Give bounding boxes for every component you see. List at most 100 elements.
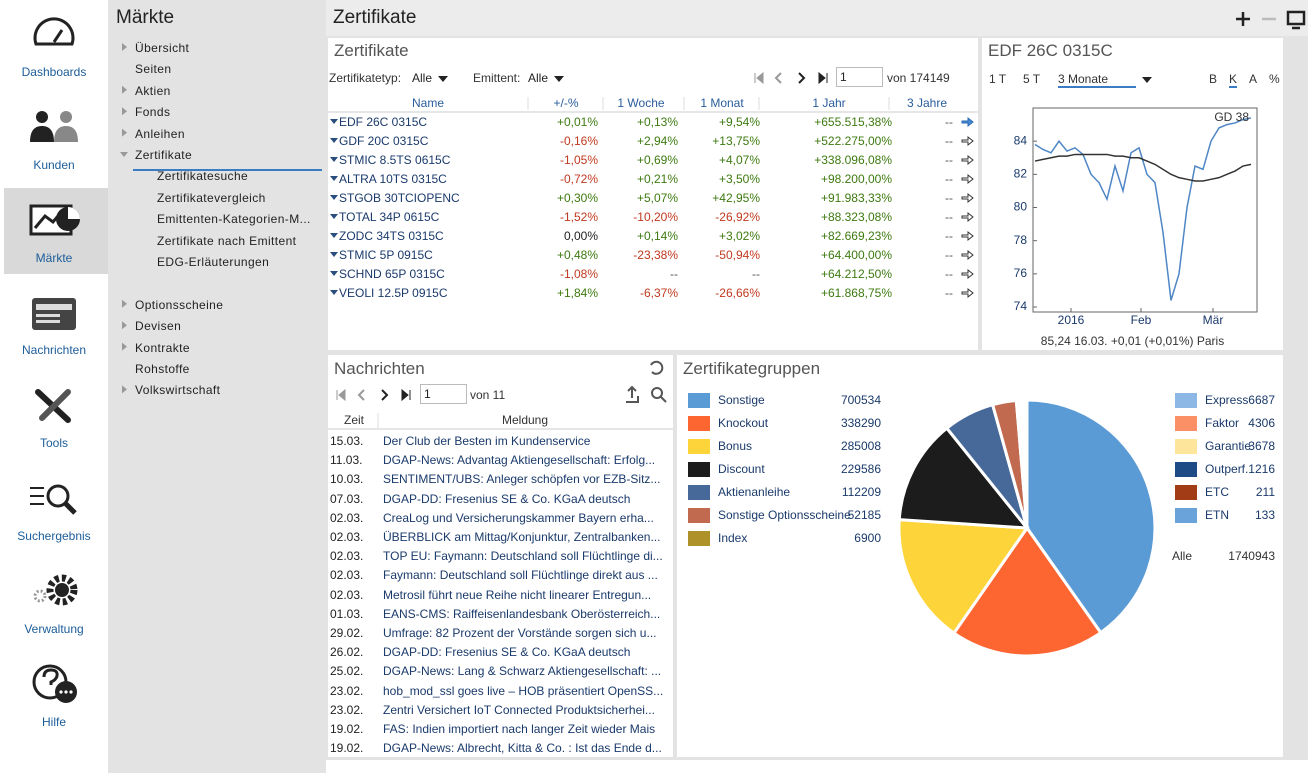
pie-slice[interactable] [897, 518, 1030, 636]
news-headline[interactable]: Metrosil führt neue Reihe nicht linearer… [383, 587, 652, 602]
cell: -- [945, 286, 953, 300]
pager-icons[interactable] [336, 71, 828, 402]
news-headline[interactable]: DGAP-News: Albrecht, Kitta & Co. : Ist d… [383, 741, 662, 756]
range-button[interactable]: 3 Monate [1058, 72, 1152, 88]
column-header[interactable]: 3 Jahre [906, 96, 948, 110]
news-headline[interactable]: Zentri Versichert IoT Connected Produkts… [383, 702, 655, 717]
nav-subitem[interactable]: Zertifikatesuche [157, 169, 249, 184]
icon-news [32, 298, 76, 330]
sidebar-item[interactable]: Hilfe [41, 714, 66, 729]
cell: -- [752, 267, 760, 281]
row-action[interactable] [961, 192, 974, 204]
nav-item[interactable]: Rohstoffe [135, 362, 190, 376]
cert-name[interactable]: STMIC 8.5TS 0615C [339, 153, 451, 167]
cert-name[interactable]: STMIC 5P 0915C [339, 248, 433, 262]
mode-button[interactable]: A [1249, 72, 1258, 86]
window-controls[interactable] [1236, 10, 1306, 30]
row-action[interactable] [961, 249, 974, 261]
nav-subitem[interactable]: Zertifikatevergleich [157, 190, 266, 205]
row-action[interactable] [961, 268, 974, 280]
filter-dropdown[interactable]: Alle [412, 71, 449, 85]
legend-label: Bonus [718, 439, 753, 453]
news-date: 01.03. [330, 606, 364, 621]
news-headline[interactable]: EANS-CMS: Raiffeisenlandesbank Oberöster… [383, 606, 661, 621]
news-tools[interactable] [626, 360, 667, 403]
cert-name[interactable]: EDF 26C 0315C [339, 115, 428, 129]
news-headline[interactable]: ÜBERBLICK am Mittag/Konjunktur, Zentralb… [383, 530, 661, 544]
sidebar-item[interactable]: Verwaltung [24, 621, 84, 636]
arrow [122, 43, 127, 51]
nav-item[interactable]: Aktien [135, 83, 171, 98]
nav-item[interactable]: Kontrakte [135, 340, 190, 355]
page-input[interactable]: 1 [836, 67, 883, 87]
column-header[interactable]: 1 Jahr [812, 96, 846, 110]
pie-slice[interactable] [951, 525, 1103, 658]
sidebar-item[interactable]: Nachrichten [21, 343, 87, 358]
range-button[interactable]: 1 T [989, 72, 1007, 86]
news-headline[interactable]: Umfrage: 82 Prozent der Vorstände sorgen… [383, 626, 657, 640]
range-button[interactable]: 5 T [1023, 72, 1041, 86]
news-date: 23.02. [330, 683, 364, 698]
sidebar-item[interactable]: Suchergebnis [17, 529, 91, 543]
cert-name[interactable]: ZODC 34TS 0315C [339, 229, 444, 243]
cell: +0,13% [636, 115, 678, 129]
news-headline[interactable]: hob_mod_ssl goes live – HOB präsentiert … [383, 683, 664, 698]
cert-name[interactable]: STGOB 30TCIOPENC [339, 191, 460, 205]
row-action[interactable] [961, 135, 974, 147]
nav-item[interactable]: Seiten [135, 62, 172, 77]
nav-item[interactable]: Anleihen [135, 126, 185, 141]
column-header[interactable]: +/-% [553, 96, 579, 110]
nav-subitem[interactable]: Emittenten-Kategorien-M... [157, 212, 311, 227]
news-headline[interactable]: SENTIMENT/UBS: Anleger schöpfen vor EZB-… [383, 472, 661, 487]
news-date: 02.03. [330, 510, 364, 525]
row-action[interactable] [961, 287, 974, 299]
news-headline[interactable]: DGAP-News: Advantag Aktiengesellschaft: … [383, 453, 656, 468]
cert-name[interactable]: ALTRA 10TS 0315C [339, 172, 447, 186]
news-headline[interactable]: DGAP-News: Lang & Schwarz Aktiengesellsc… [383, 664, 662, 679]
cell: -1,52% [559, 210, 598, 224]
mode-button[interactable]: K [1229, 72, 1238, 88]
row-action[interactable] [961, 211, 974, 223]
cert-name[interactable]: GDF 20C 0315C [339, 134, 429, 148]
nav-item[interactable]: Devisen [135, 319, 182, 334]
mode-button[interactable]: B [1209, 72, 1218, 86]
filter-dropdown[interactable]: Alle [528, 71, 565, 85]
cert-name[interactable]: VEOLI 12.5P 0915C [339, 286, 448, 300]
sidebar-item[interactable]: Märkte [35, 250, 73, 265]
news-headline[interactable]: CreaLog und Versicherungskammer Bayern e… [383, 510, 654, 525]
sidebar-item[interactable]: Dashboards [21, 65, 87, 79]
column-header[interactable]: 1 Woche [617, 96, 665, 110]
cert-name[interactable]: SCHND 65P 0315C [339, 267, 445, 281]
nav-subitem[interactable]: EDG-Erläuterungen [157, 255, 270, 269]
row-action[interactable] [961, 154, 974, 166]
news-headline[interactable]: FAS: Indien importiert nach langer Zeit … [383, 722, 656, 736]
cert-name[interactable]: TOTAL 34P 0615C [339, 210, 440, 224]
news-headline[interactable]: Faymann: Deutschland soll Flüchtlinge di… [383, 568, 658, 583]
nav-item[interactable]: Fonds [135, 105, 171, 120]
icon-help [32, 664, 77, 703]
mode-button[interactable]: % [1269, 72, 1280, 86]
news-headline[interactable]: Der Club der Besten im Kundenservice [383, 434, 591, 448]
nav-item[interactable]: Zertifikate [135, 148, 193, 162]
column-header[interactable]: Name [411, 96, 444, 110]
sidebar-item[interactable]: Tools [39, 436, 68, 451]
pie-slice[interactable] [897, 426, 1031, 530]
legend-swatch [1175, 485, 1197, 500]
nav-item[interactable]: Optionsscheine [135, 297, 224, 312]
row-action[interactable] [961, 116, 974, 128]
row-action[interactable] [961, 230, 974, 242]
page-input[interactable]: 1 [420, 384, 467, 404]
column-header[interactable]: 1 Monat [700, 96, 744, 110]
pie-slice[interactable] [1025, 398, 1157, 635]
cell: -6,37% [639, 286, 678, 300]
nav-item[interactable]: Volkswirtschaft [135, 383, 221, 398]
nav-item[interactable]: Übersicht [135, 41, 190, 55]
news-headline[interactable]: TOP EU: Faymann: Deutschland soll Flücht… [383, 549, 663, 564]
news-headline[interactable]: DGAP-DD: Fresenius SE & Co. KGaA deutsch [383, 645, 631, 660]
row-action[interactable] [961, 173, 974, 185]
cell: +91.983,33% [820, 191, 892, 205]
sidebar-item[interactable]: Kunden [33, 157, 75, 172]
news-headline[interactable]: DGAP-DD: Fresenius SE & Co. KGaA deutsch [383, 491, 631, 506]
nav-subitem[interactable]: Zertifikate nach Emittent [157, 233, 297, 248]
news-date: 15.03. [330, 434, 364, 448]
